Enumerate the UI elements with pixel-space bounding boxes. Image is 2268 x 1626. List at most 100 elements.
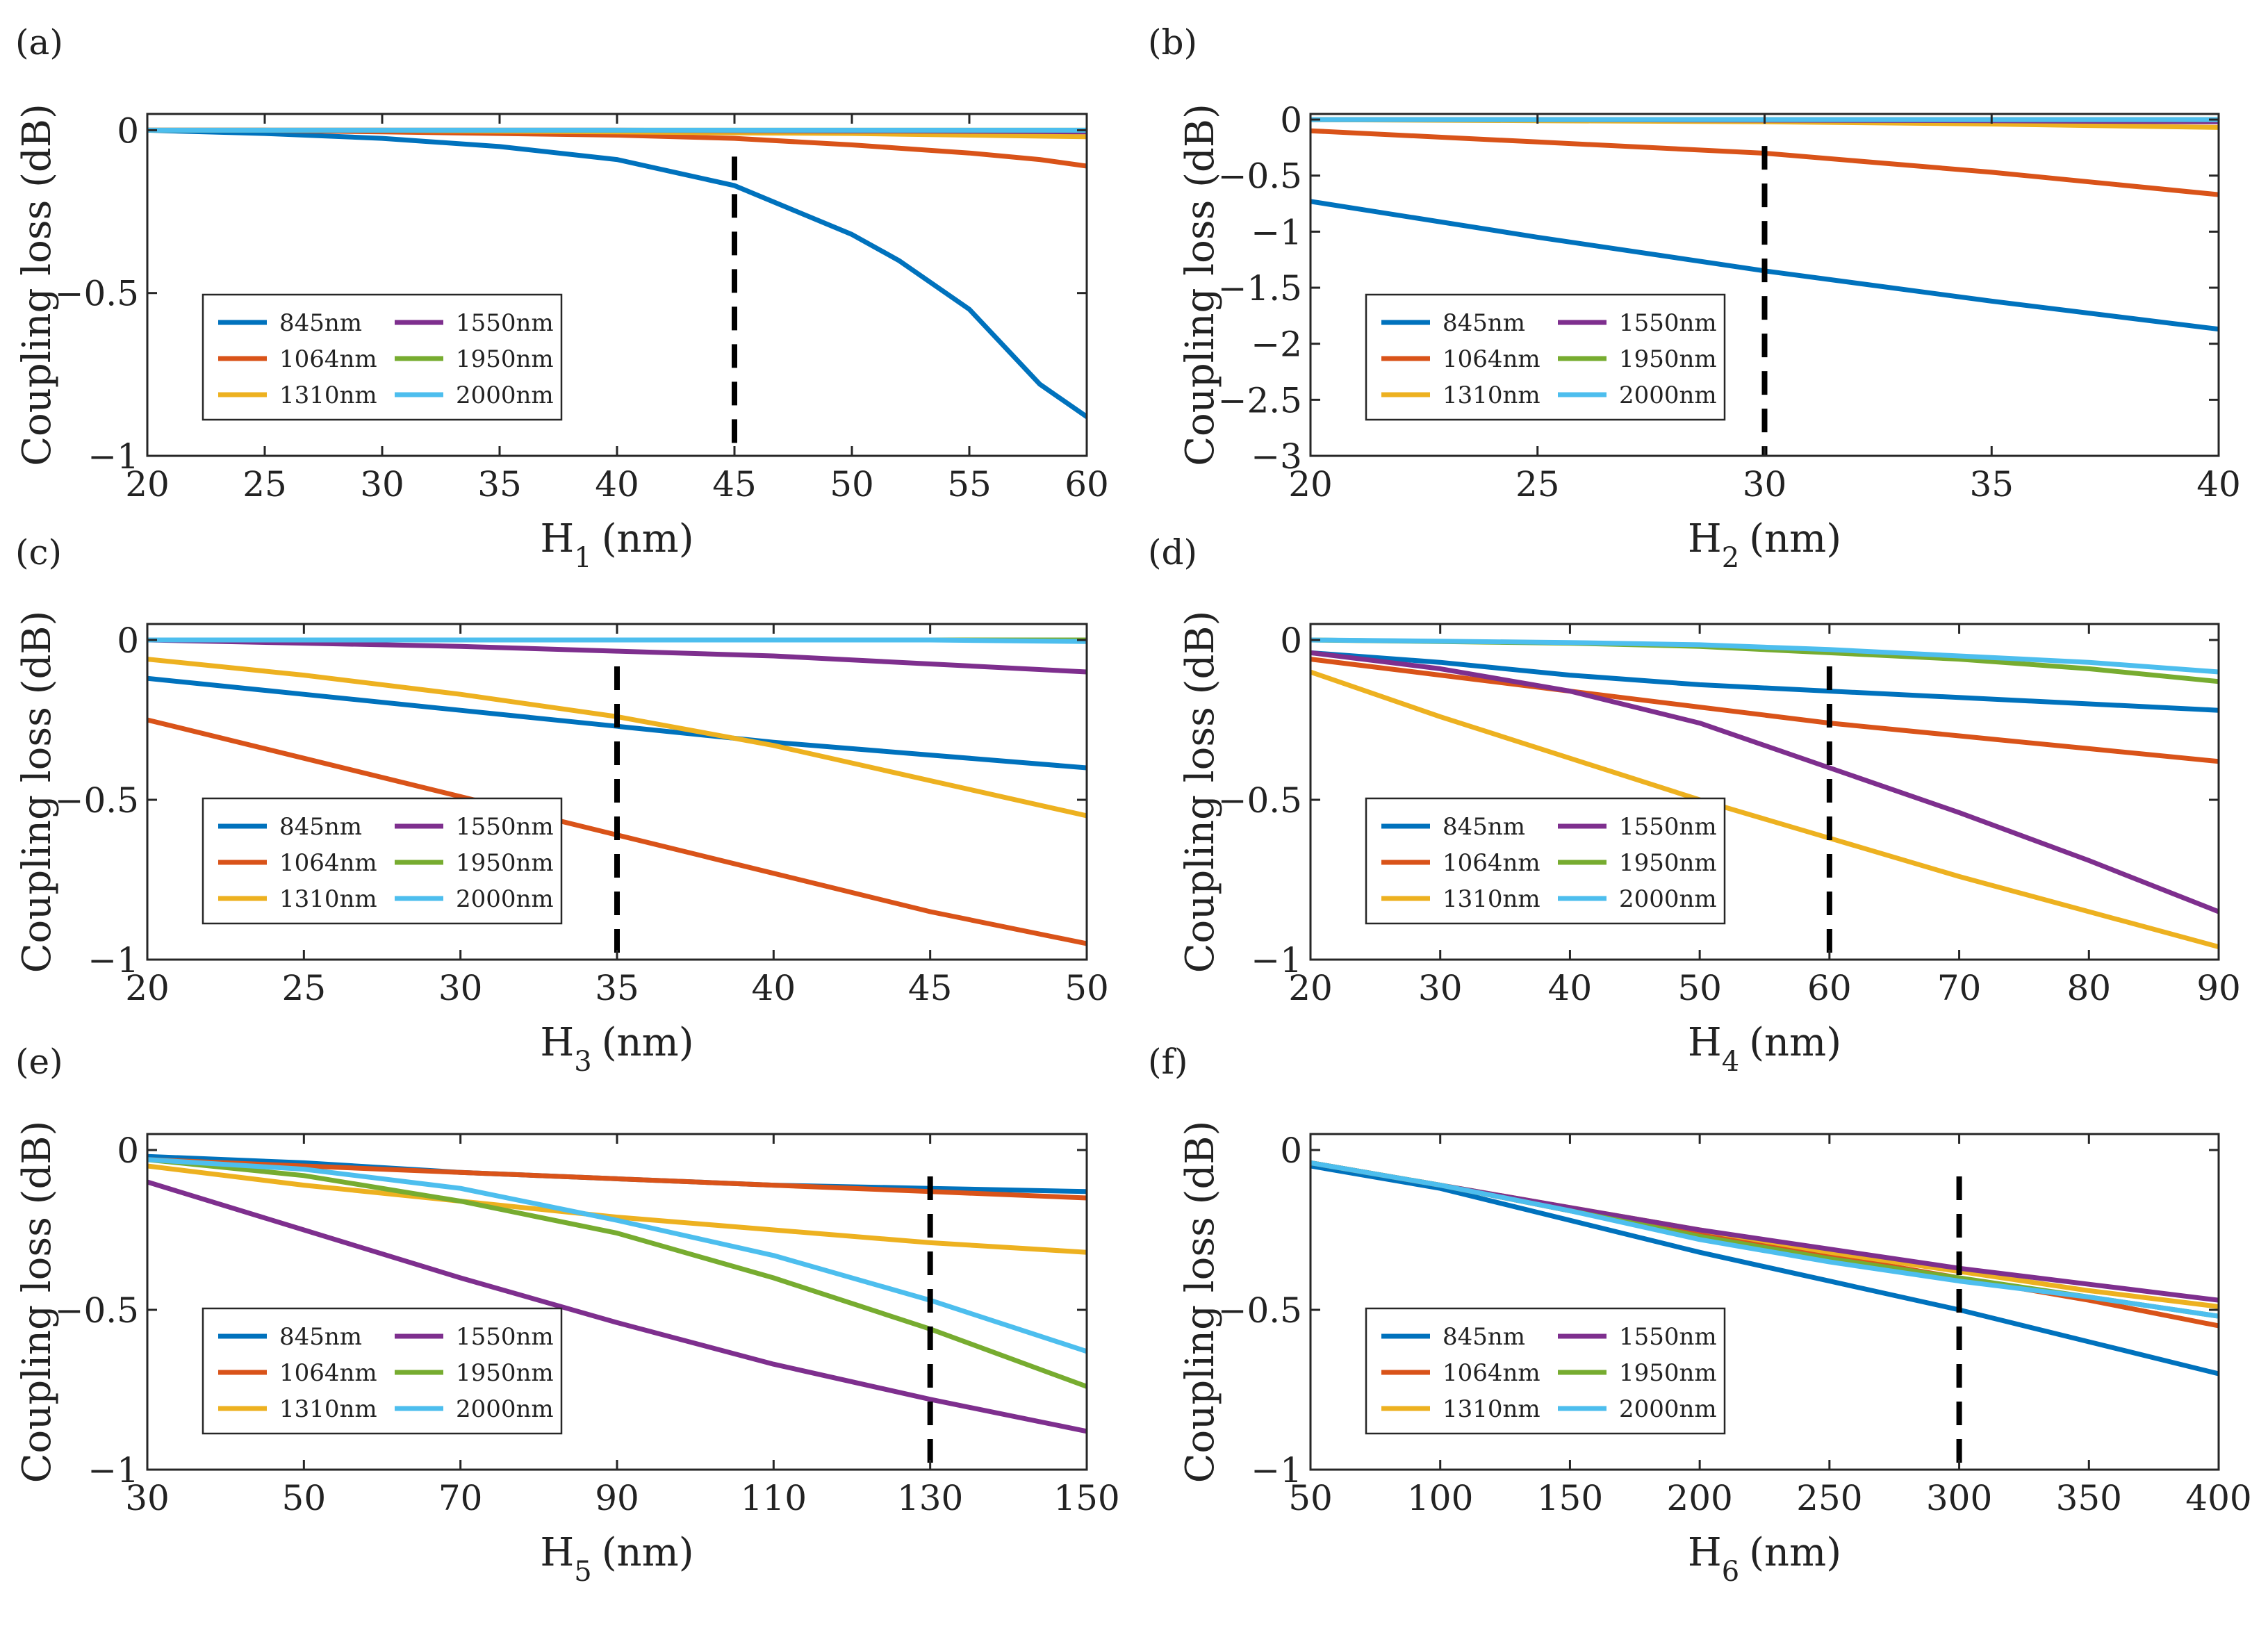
x-tick-label: 25	[282, 968, 327, 1008]
legend-label-1310nm: 1310nm	[1443, 381, 1540, 409]
y-tick-label: −1	[88, 1450, 139, 1490]
y-axis-title: Coupling loss (dB)	[1178, 1121, 1223, 1484]
axes-box	[1309, 623, 2220, 961]
x-axis-title: H1 (nm)	[540, 516, 693, 574]
x-tick-label: 25	[1515, 464, 1560, 504]
x-tick-label: 100	[1407, 1478, 1473, 1518]
legend-label-2000nm: 2000nm	[1619, 1395, 1717, 1423]
legend-label-1950nm: 1950nm	[1619, 849, 1717, 877]
series-line-1550nm	[147, 637, 1087, 675]
y-tick-label: −0.5	[55, 780, 139, 821]
x-tick-label: 55	[947, 464, 992, 504]
legend-label-845nm: 845nm	[1443, 1323, 1525, 1351]
legend: 845nm 1064nm 1310nm 1550nm 1950nm 2000nm	[202, 1307, 563, 1435]
panel-label: (d)	[1148, 532, 1197, 573]
x-tick-label: 150	[1537, 1478, 1603, 1518]
series-line-1310nm	[147, 1163, 1087, 1255]
x-tick-label: 35	[1969, 464, 2014, 504]
series-line-1064nm	[1310, 657, 2219, 764]
x-tick-label: 30	[1418, 968, 1463, 1008]
legend-label-1550nm: 1550nm	[1619, 813, 1717, 841]
chart-panel-e: (e) 30 50 70 90 110 130 150 0 −0.5 −1 Coupling loss…	[15, 1042, 1120, 1588]
x-tick-label: 50	[1065, 968, 1109, 1008]
x-tick-label: 60	[1065, 464, 1109, 504]
legend-box	[202, 293, 563, 421]
x-tick-label: 35	[595, 968, 639, 1008]
x-tick-label: 80	[2066, 968, 2111, 1008]
legend-label-2000nm: 2000nm	[456, 381, 554, 409]
y-tick-label: −3	[1251, 436, 1302, 477]
legend: 845nm 1064nm 1310nm 1550nm 1950nm 2000nm	[1365, 797, 1726, 925]
x-tick-label: 40	[595, 464, 639, 504]
series-line-1550nm	[1310, 650, 2219, 914]
y-tick-label: −2	[1251, 325, 1302, 365]
x-tick-label: 25	[243, 464, 287, 504]
legend-label-2000nm: 2000nm	[456, 885, 554, 913]
legend-label-1064nm: 1064nm	[1443, 345, 1540, 373]
x-tick-label: 150	[1053, 1478, 1119, 1518]
x-axis-unit: (nm)	[602, 1020, 694, 1065]
x-axis-symbol: H	[540, 1530, 574, 1575]
panel-label: (e)	[15, 1042, 63, 1082]
x-axis-subscript: 4	[1722, 1046, 1739, 1078]
x-tick-label: 40	[1548, 968, 1593, 1008]
legend-label-2000nm: 2000nm	[1619, 885, 1717, 913]
x-axis-title: H2 (nm)	[1688, 516, 1841, 574]
series-line-1310nm	[1310, 669, 2219, 950]
y-tick-label: 0	[117, 110, 139, 151]
x-tick-label: 70	[438, 1478, 483, 1518]
series-line-2000nm	[147, 637, 1087, 644]
legend-label-1950nm: 1950nm	[456, 345, 554, 373]
legend-label-1950nm: 1950nm	[1619, 345, 1717, 373]
legend-label-1310nm: 1310nm	[1443, 885, 1540, 913]
y-tick-label: −1	[88, 940, 139, 980]
legend-label-845nm: 845nm	[279, 1323, 362, 1351]
x-tick-label: 200	[1666, 1478, 1732, 1518]
x-tick-label: 350	[2056, 1478, 2122, 1518]
x-axis-symbol: H	[1688, 1530, 1722, 1575]
legend-label-1310nm: 1310nm	[1443, 1395, 1540, 1423]
x-tick-label: 45	[908, 968, 953, 1008]
legend: 845nm 1064nm 1310nm 1550nm 1950nm 2000nm	[1365, 1307, 1726, 1435]
panel-label: (f)	[1148, 1042, 1188, 1082]
x-axis-symbol: H	[540, 516, 574, 561]
x-tick-label: 130	[897, 1478, 963, 1518]
legend-label-1310nm: 1310nm	[279, 885, 377, 913]
panel-label: (b)	[1148, 22, 1197, 63]
y-axis-title: Coupling loss (dB)	[1178, 104, 1223, 466]
y-axis-title: Coupling loss (dB)	[15, 104, 60, 466]
series-line-845nm	[1310, 650, 2219, 713]
series-line-845nm	[1310, 1163, 2219, 1377]
x-tick-label: 20	[125, 464, 170, 504]
x-axis-unit: (nm)	[1749, 516, 1841, 561]
y-axis-title: Coupling loss (dB)	[15, 1121, 60, 1484]
x-tick-label: 50	[1288, 1478, 1333, 1518]
x-tick-label: 30	[438, 968, 483, 1008]
x-axis-title: H4 (nm)	[1688, 1020, 1841, 1078]
x-tick-label: 20	[1288, 968, 1333, 1008]
legend-label-1950nm: 1950nm	[456, 849, 554, 877]
y-tick-label: 0	[117, 621, 139, 661]
x-axis-unit: (nm)	[602, 1530, 694, 1575]
y-axis-title: Coupling loss (dB)	[1178, 611, 1223, 974]
panel-label: (c)	[15, 532, 62, 573]
y-tick-label: −2.5	[1218, 380, 1302, 420]
series-line-2000nm	[1310, 637, 2219, 675]
chart-panel-a: (a) 20 25 30 35 40 45 50 55 60 0 −0.5 −1 Coupling los…	[15, 22, 1109, 574]
x-tick-label: 20	[125, 968, 170, 1008]
y-tick-label: −0.5	[1218, 156, 1302, 197]
y-tick-label: −1.5	[1218, 268, 1302, 309]
y-tick-label: 0	[1280, 100, 1302, 140]
x-tick-label: 40	[2196, 464, 2241, 504]
legend-label-1064nm: 1064nm	[279, 345, 377, 373]
legend-label-1550nm: 1550nm	[1619, 1323, 1717, 1351]
x-axis-unit: (nm)	[1749, 1530, 1841, 1575]
x-axis-symbol: H	[540, 1020, 574, 1065]
axes-box	[1309, 1133, 2220, 1471]
legend: 845nm 1064nm 1310nm 1550nm 1950nm 2000nm	[202, 797, 563, 925]
legend-label-1064nm: 1064nm	[1443, 849, 1540, 877]
chart-panel-b: (b) 20 25 30 35 40 0 −0.5 −1 −1.5 −2 −2.5 −3 Coupling…	[1148, 22, 2241, 574]
x-tick-label: 30	[125, 1478, 170, 1518]
y-tick-label: −0.5	[55, 274, 139, 314]
